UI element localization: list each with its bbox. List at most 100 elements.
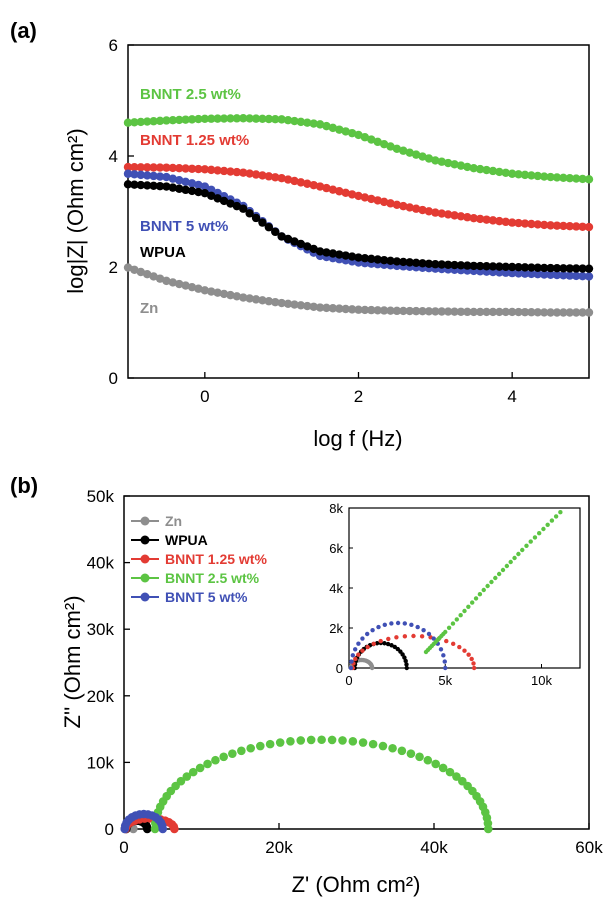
data-point bbox=[290, 300, 299, 309]
data-point bbox=[251, 213, 261, 223]
inset-data-point bbox=[485, 583, 490, 589]
inset-data-point bbox=[415, 624, 420, 630]
data-point bbox=[437, 209, 446, 218]
inset-data-point bbox=[389, 621, 394, 626]
data-point bbox=[130, 118, 139, 127]
data-point bbox=[271, 297, 280, 307]
data-point bbox=[271, 227, 280, 237]
data-point bbox=[187, 179, 197, 188]
data-point bbox=[226, 167, 235, 176]
inset-data-point bbox=[489, 579, 494, 585]
data-point bbox=[296, 117, 306, 127]
data-point bbox=[571, 271, 581, 281]
data-point bbox=[315, 120, 325, 129]
inset-data-point bbox=[536, 531, 542, 536]
data-point bbox=[207, 114, 216, 123]
data-point bbox=[475, 307, 485, 317]
data-point bbox=[219, 166, 229, 176]
data-point bbox=[251, 114, 261, 123]
series-label-wpua: WPUA bbox=[140, 244, 186, 261]
data-point bbox=[488, 307, 498, 317]
data-point bbox=[469, 213, 478, 223]
inset-data-point bbox=[356, 652, 361, 657]
data-point bbox=[565, 174, 574, 183]
data-point bbox=[443, 307, 453, 316]
inset-data-point bbox=[403, 658, 408, 664]
series-label-bnnt-5-wt: BNNT 5 wt% bbox=[140, 218, 228, 235]
series-bnnt-1-25-wt bbox=[123, 162, 594, 232]
data-point bbox=[501, 217, 510, 227]
data-point bbox=[328, 249, 338, 258]
inset-data-point bbox=[365, 644, 370, 650]
data-point bbox=[181, 185, 190, 195]
data-point bbox=[265, 739, 275, 749]
data-point bbox=[397, 746, 407, 756]
data-point bbox=[176, 776, 186, 786]
data-point bbox=[546, 263, 555, 273]
series-label-zn: Zn bbox=[140, 300, 158, 317]
series-group-a: BNNT 2.5 wt% BNNT 1.25 wt% BNNT 5 wt% WPUA Z… bbox=[123, 86, 594, 317]
data-point bbox=[181, 177, 190, 187]
data-point bbox=[246, 743, 255, 753]
y-tick-label-b: 20k bbox=[87, 687, 115, 706]
legend-label-zn: Zn bbox=[165, 513, 182, 529]
data-point bbox=[495, 216, 504, 226]
data-point bbox=[456, 307, 466, 316]
data-point bbox=[155, 172, 165, 181]
data-point bbox=[533, 270, 542, 279]
data-point bbox=[552, 308, 562, 317]
series-zn bbox=[123, 263, 594, 317]
data-point bbox=[392, 200, 402, 210]
data-point bbox=[379, 197, 389, 207]
data-point bbox=[539, 172, 549, 181]
data-point bbox=[328, 304, 338, 313]
y-tick-label-a: 0 bbox=[109, 369, 118, 388]
data-point bbox=[552, 173, 562, 182]
data-point bbox=[578, 264, 587, 273]
data-point bbox=[488, 262, 498, 271]
data-point bbox=[182, 772, 192, 781]
inset-data-point bbox=[473, 596, 479, 601]
data-point bbox=[168, 116, 178, 125]
data-point bbox=[239, 114, 248, 123]
data-point bbox=[200, 165, 210, 174]
data-point bbox=[354, 253, 363, 262]
data-point bbox=[392, 257, 402, 266]
data-point bbox=[533, 263, 542, 272]
inset-data-point bbox=[386, 636, 391, 642]
data-point bbox=[533, 220, 542, 229]
data-point bbox=[527, 269, 536, 279]
data-point bbox=[379, 255, 389, 265]
y-axis-label-a: log|Z| (Ohm cm²) bbox=[63, 128, 88, 293]
inset-data-point bbox=[549, 518, 555, 523]
inset-series-bnnt-2-5-wt bbox=[423, 510, 563, 655]
inset-data-point bbox=[524, 543, 529, 548]
data-point bbox=[571, 174, 581, 183]
data-point bbox=[158, 824, 168, 834]
data-point bbox=[187, 282, 197, 292]
data-point bbox=[315, 247, 325, 256]
data-point bbox=[341, 127, 350, 136]
data-point bbox=[392, 144, 402, 153]
data-point bbox=[232, 167, 242, 177]
data-point bbox=[239, 168, 248, 177]
data-point bbox=[379, 139, 389, 149]
inset-data-point bbox=[402, 655, 407, 660]
y-tick-label-b: 30k bbox=[87, 620, 115, 639]
y-tick-label-a: 6 bbox=[109, 36, 118, 55]
data-point bbox=[386, 142, 395, 151]
data-point bbox=[405, 258, 414, 267]
data-point bbox=[571, 222, 581, 231]
data-point bbox=[149, 272, 158, 281]
legend-marker bbox=[140, 535, 150, 545]
data-point bbox=[411, 306, 421, 316]
data-point bbox=[418, 307, 427, 316]
data-point bbox=[232, 114, 242, 123]
data-point bbox=[181, 164, 190, 173]
y-tick-label-a: 2 bbox=[109, 258, 118, 277]
data-point bbox=[483, 824, 493, 834]
data-point bbox=[354, 305, 363, 314]
data-point bbox=[514, 269, 523, 278]
inset-data-point bbox=[442, 659, 447, 664]
